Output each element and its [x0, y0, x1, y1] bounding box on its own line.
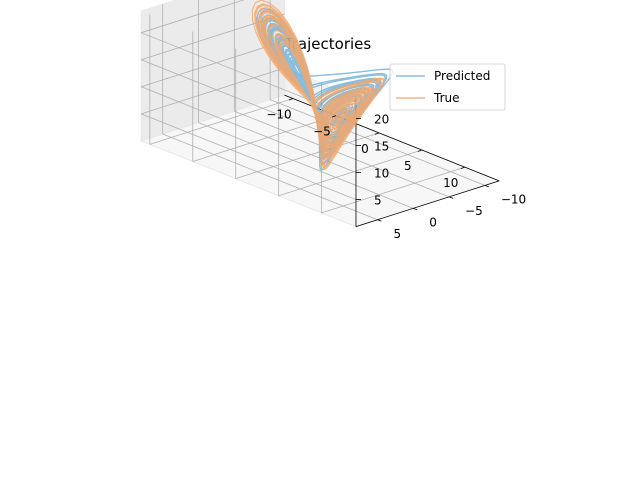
- grid-z-left: [141, 67, 285, 115]
- grid-y-floor: [269, 99, 486, 186]
- x-tick-label: 10: [443, 176, 458, 190]
- grid-y-floor: [162, 133, 378, 221]
- grid-x-floor: [278, 149, 422, 197]
- y-tick-mark: [377, 219, 382, 222]
- y-tick-mark: [484, 185, 490, 188]
- grid-x-floor: [192, 115, 337, 162]
- x-tick-mark: [417, 149, 423, 152]
- y-tick-label: −5: [465, 204, 483, 218]
- x-axis-line: [284, 94, 500, 182]
- grid-y-floor: [198, 122, 414, 209]
- x-tick-mark: [374, 132, 380, 135]
- x-tick-label: 0: [361, 142, 369, 156]
- y-tick-mark: [448, 196, 454, 199]
- x-tick-label: −10: [266, 108, 291, 122]
- y-tick-label: 0: [429, 215, 437, 229]
- axis-ticks: −10 −5 0 5 10 −10 −5 0 5 5 10 15 20: [266, 98, 526, 241]
- z-tick-label: 20: [374, 112, 389, 126]
- legend-label-predicted: Predicted: [434, 69, 490, 83]
- grid-y-floor: [234, 110, 450, 198]
- axes-gridlines: [141, 0, 486, 221]
- x-tick-mark: [288, 98, 294, 101]
- x-tick-mark: [460, 166, 465, 169]
- grid-x-floor: [149, 98, 294, 145]
- z-tick-label: 5: [374, 194, 382, 208]
- legend: Predicted True: [389, 63, 506, 111]
- trajectories: [251, 0, 394, 172]
- y-tick-label: −10: [501, 192, 526, 206]
- z-tick-label: 15: [374, 139, 389, 153]
- legend-label-true: True: [433, 91, 460, 105]
- grid-x-floor: [321, 166, 465, 214]
- chart-title: Trajectories: [284, 35, 372, 53]
- grid-z-left: [141, 40, 285, 88]
- y-tick-label: 5: [393, 227, 401, 241]
- y-axis-line: [355, 180, 500, 228]
- grid-z-left: [141, 0, 245, 34]
- series-line-true: [251, 0, 386, 172]
- grid-x-floor: [235, 132, 380, 180]
- x-tick-label: −5: [313, 125, 331, 139]
- grid-z-back: [141, 113, 357, 200]
- x-tick-label: 5: [404, 159, 412, 173]
- z-tick-label: 10: [374, 167, 389, 181]
- y-tick-mark: [413, 207, 418, 211]
- x-tick-mark: [331, 115, 337, 118]
